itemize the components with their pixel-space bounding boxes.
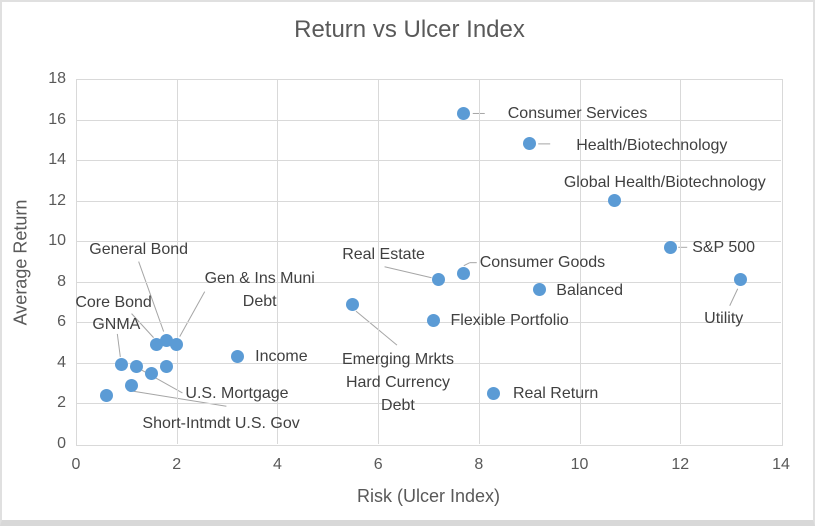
- data-label-real-return: Real Return: [513, 382, 598, 405]
- data-label-core-bond: Core Bond: [75, 291, 152, 314]
- horizontal-gridline: [76, 282, 781, 283]
- data-label-us-mortgage: U.S. Mortgage: [185, 382, 288, 405]
- x-axis-title: Risk (Ulcer Index): [356, 486, 501, 506]
- data-label-line: Flexible Portfolio: [450, 311, 569, 329]
- vertical-gridline: [479, 79, 480, 444]
- data-point-income[interactable]: [230, 350, 244, 364]
- data-point-us-mortgage[interactable]: [129, 360, 143, 374]
- vertical-gridline: [680, 79, 681, 444]
- data-label-line: Health/Biotechnology: [576, 137, 728, 155]
- x-tick-label: 4: [272, 456, 282, 473]
- data-label-line: Emerging Mrkts: [341, 350, 454, 368]
- y-tick-label: 16: [48, 110, 66, 128]
- data-label-balanced: Balanced: [556, 279, 623, 302]
- vertical-gridline: [277, 79, 278, 444]
- chart-title: Return vs Ulcer Index: [294, 16, 525, 43]
- data-label-line: Utility: [704, 310, 744, 328]
- vertical-gridline: [177, 79, 178, 444]
- data-label-short-intmdt-us-gov: Short-Intmdt U.S. Gov: [142, 412, 299, 435]
- data-label-utility: Utility: [704, 307, 743, 330]
- data-label-line: S&P 500: [692, 238, 756, 256]
- horizontal-gridline: [76, 241, 781, 242]
- data-point-real-estate[interactable]: [432, 273, 446, 287]
- x-tick-label: 12: [671, 456, 690, 473]
- x-tick-label: 6: [373, 456, 383, 473]
- data-label-consumer-services: Consumer Services: [508, 102, 648, 125]
- data-point-gnma[interactable]: [114, 358, 128, 372]
- data-label-line: Debt: [381, 396, 415, 414]
- data-label-line: U.S. Mortgage: [185, 385, 289, 403]
- data-label-health-biotechnology: Health/Biotechnology: [576, 134, 727, 157]
- y-tick-label: 10: [48, 232, 66, 250]
- data-label-line: Balanced: [556, 282, 623, 300]
- data-label-line: Core Bond: [75, 294, 152, 312]
- data-point-unlabeled-1[interactable]: [145, 366, 159, 380]
- data-label-global-health-biotechnology: Global Health/Biotechnology: [564, 171, 766, 194]
- data-label-real-estate: Real Estate: [342, 243, 425, 266]
- data-point-unlabeled-2[interactable]: [160, 360, 174, 374]
- data-point-balanced[interactable]: [532, 283, 546, 297]
- data-label-line: Consumer Services: [507, 104, 648, 122]
- x-tick-label: 2: [172, 456, 182, 473]
- data-point-general-bond[interactable]: [160, 334, 174, 348]
- horizontal-gridline: [76, 120, 781, 121]
- data-label-line: General Bond: [89, 241, 189, 259]
- x-tick-label: 8: [474, 456, 484, 473]
- data-point-consumer-services[interactable]: [457, 106, 471, 120]
- horizontal-gridline: [76, 403, 781, 404]
- data-label-line: Hard Currency: [345, 373, 450, 391]
- plot-area: [76, 79, 783, 446]
- y-tick-label: 12: [48, 191, 66, 209]
- horizontal-gridline: [76, 201, 781, 202]
- data-point-emerging-mrkts-hard-currency-debt[interactable]: [346, 297, 360, 311]
- vertical-gridline: [378, 79, 379, 444]
- horizontal-gridline: [76, 160, 781, 161]
- data-point-sp-500[interactable]: [663, 240, 677, 254]
- horizontal-gridline: [76, 363, 781, 364]
- y-tick-label: 6: [57, 313, 66, 331]
- data-label-line: Consumer Goods: [479, 254, 606, 272]
- data-label-flexible-portfolio: Flexible Portfolio: [451, 309, 569, 332]
- y-tick-label: 18: [48, 70, 66, 87]
- data-label-sp-500: S&P 500: [692, 236, 755, 259]
- data-point-core-bond[interactable]: [150, 338, 164, 352]
- x-tick-label: 0: [71, 456, 81, 473]
- data-point-gen-ins-muni-debt[interactable]: [170, 338, 184, 352]
- data-point-real-return[interactable]: [487, 386, 501, 400]
- y-tick-label: 14: [48, 151, 66, 169]
- data-label-line: GNMA: [92, 316, 141, 334]
- data-point-short-intmdt-us-gov[interactable]: [124, 378, 138, 392]
- data-point-unlabeled-3[interactable]: [99, 388, 113, 402]
- data-label-line: Gen & Ins Muni: [204, 269, 315, 287]
- y-tick-label: 0: [57, 435, 66, 452]
- data-label-line: Real Estate: [342, 246, 425, 264]
- data-point-flexible-portfolio[interactable]: [427, 313, 441, 327]
- data-point-consumer-goods[interactable]: [457, 267, 471, 281]
- data-label-line: Real Return: [512, 384, 599, 402]
- y-tick-label: 8: [57, 272, 66, 290]
- data-label-general-bond: General Bond: [89, 238, 188, 261]
- data-label-line: Income: [255, 348, 308, 366]
- data-label-income: Income: [255, 345, 307, 368]
- x-tick-label: 10: [570, 456, 589, 473]
- data-label-line: Short-Intmdt U.S. Gov: [142, 414, 300, 432]
- x-tick-label: 14: [772, 456, 790, 473]
- data-point-utility[interactable]: [734, 273, 748, 287]
- data-label-emerging-mrkts-hard-currency-debt: Emerging Mrkts Hard Currency Debt: [342, 348, 454, 417]
- data-label-gnma: GNMA: [92, 313, 140, 336]
- vertical-gridline: [580, 79, 581, 444]
- data-label-line: Debt: [242, 292, 277, 310]
- data-point-global-health-biotechnology[interactable]: [608, 194, 622, 208]
- data-label-consumer-goods: Consumer Goods: [480, 251, 605, 274]
- data-point-health-biotechnology[interactable]: [522, 137, 536, 151]
- y-tick-label: 4: [57, 353, 66, 371]
- data-label-line: Global Health/Biotechnology: [563, 174, 766, 192]
- data-label-gen-ins-muni-debt: Gen & Ins Muni Debt: [205, 267, 315, 313]
- y-tick-label: 2: [57, 394, 66, 412]
